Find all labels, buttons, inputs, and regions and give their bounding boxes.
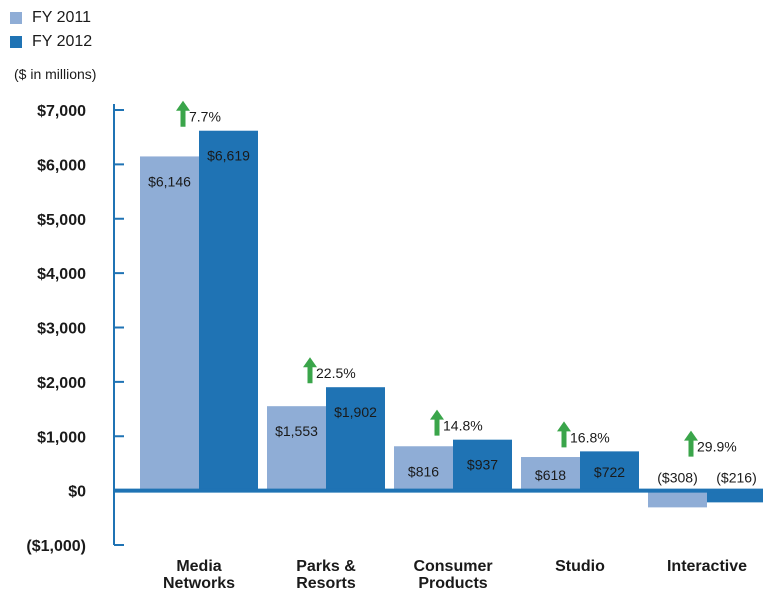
category-label: Interactive [667,558,747,575]
category-label: Studio [555,558,605,575]
bar-fy2011 [267,406,326,491]
bar-fy2012 [199,130,258,491]
y-tick-label: $3,000 [37,321,86,338]
bar-fy2012 [580,451,639,491]
y-tick-label: $5,000 [37,212,86,229]
legend-swatch-fy2011 [10,12,22,24]
legend: FY 2011 FY 2012 [10,6,92,54]
y-tick-label: $2,000 [37,375,86,392]
data-label: $722 [594,464,625,480]
growth-label: 22.5% [316,365,356,381]
growth-label: 29.9% [697,439,737,455]
bar-fy2012 [326,387,385,491]
up-arrow-icon [684,430,698,457]
up-arrow-icon [430,409,444,436]
category-label: Media [176,558,221,575]
legend-label-fy2011: FY 2011 [32,9,92,26]
up-arrow-icon [303,357,317,384]
y-tick-label: $7,000 [37,103,86,120]
y-tick-label: $0 [68,484,86,501]
bar-fy2011 [394,446,453,491]
category-label: Parks & [296,558,356,575]
data-label: ($216) [716,470,756,486]
bar-fy2011 [648,490,707,508]
y-tick-label: $6,000 [37,157,86,174]
growth-label: 16.8% [570,429,610,445]
growth-label: 14.8% [443,418,483,434]
category-label: Networks [163,575,235,592]
up-arrow-icon [176,100,190,127]
bar-fy2011 [521,457,580,491]
y-tick-label: ($1,000) [26,538,86,555]
y-tick-label: $4,000 [37,266,86,283]
up-arrow-icon [557,421,571,448]
units-note: ($ in millions) [14,66,97,82]
legend-swatch-fy2012 [10,36,22,48]
data-label: $6,146 [148,173,191,189]
category-label: Products [418,575,487,592]
data-label: $1,902 [334,404,377,420]
bar-fy2012 [453,439,512,491]
legend-item-fy2011: FY 2011 [10,6,92,30]
data-label: ($308) [657,470,697,486]
bar-fy2012 [707,490,763,503]
y-tick-label: $1,000 [37,429,86,446]
data-label: $937 [467,457,498,473]
legend-label-fy2012: FY 2012 [32,33,93,50]
category-label: Consumer [413,558,492,575]
data-label: $6,619 [207,148,250,164]
data-label: $618 [535,467,566,483]
category-label: Resorts [296,575,356,592]
legend-item-fy2012: FY 2012 [10,30,92,54]
bar-fy2011 [140,156,199,491]
zero-baseline [114,488,763,493]
data-label: $1,553 [275,423,318,439]
data-label: $816 [408,463,439,479]
growth-label: 7.7% [189,109,221,125]
